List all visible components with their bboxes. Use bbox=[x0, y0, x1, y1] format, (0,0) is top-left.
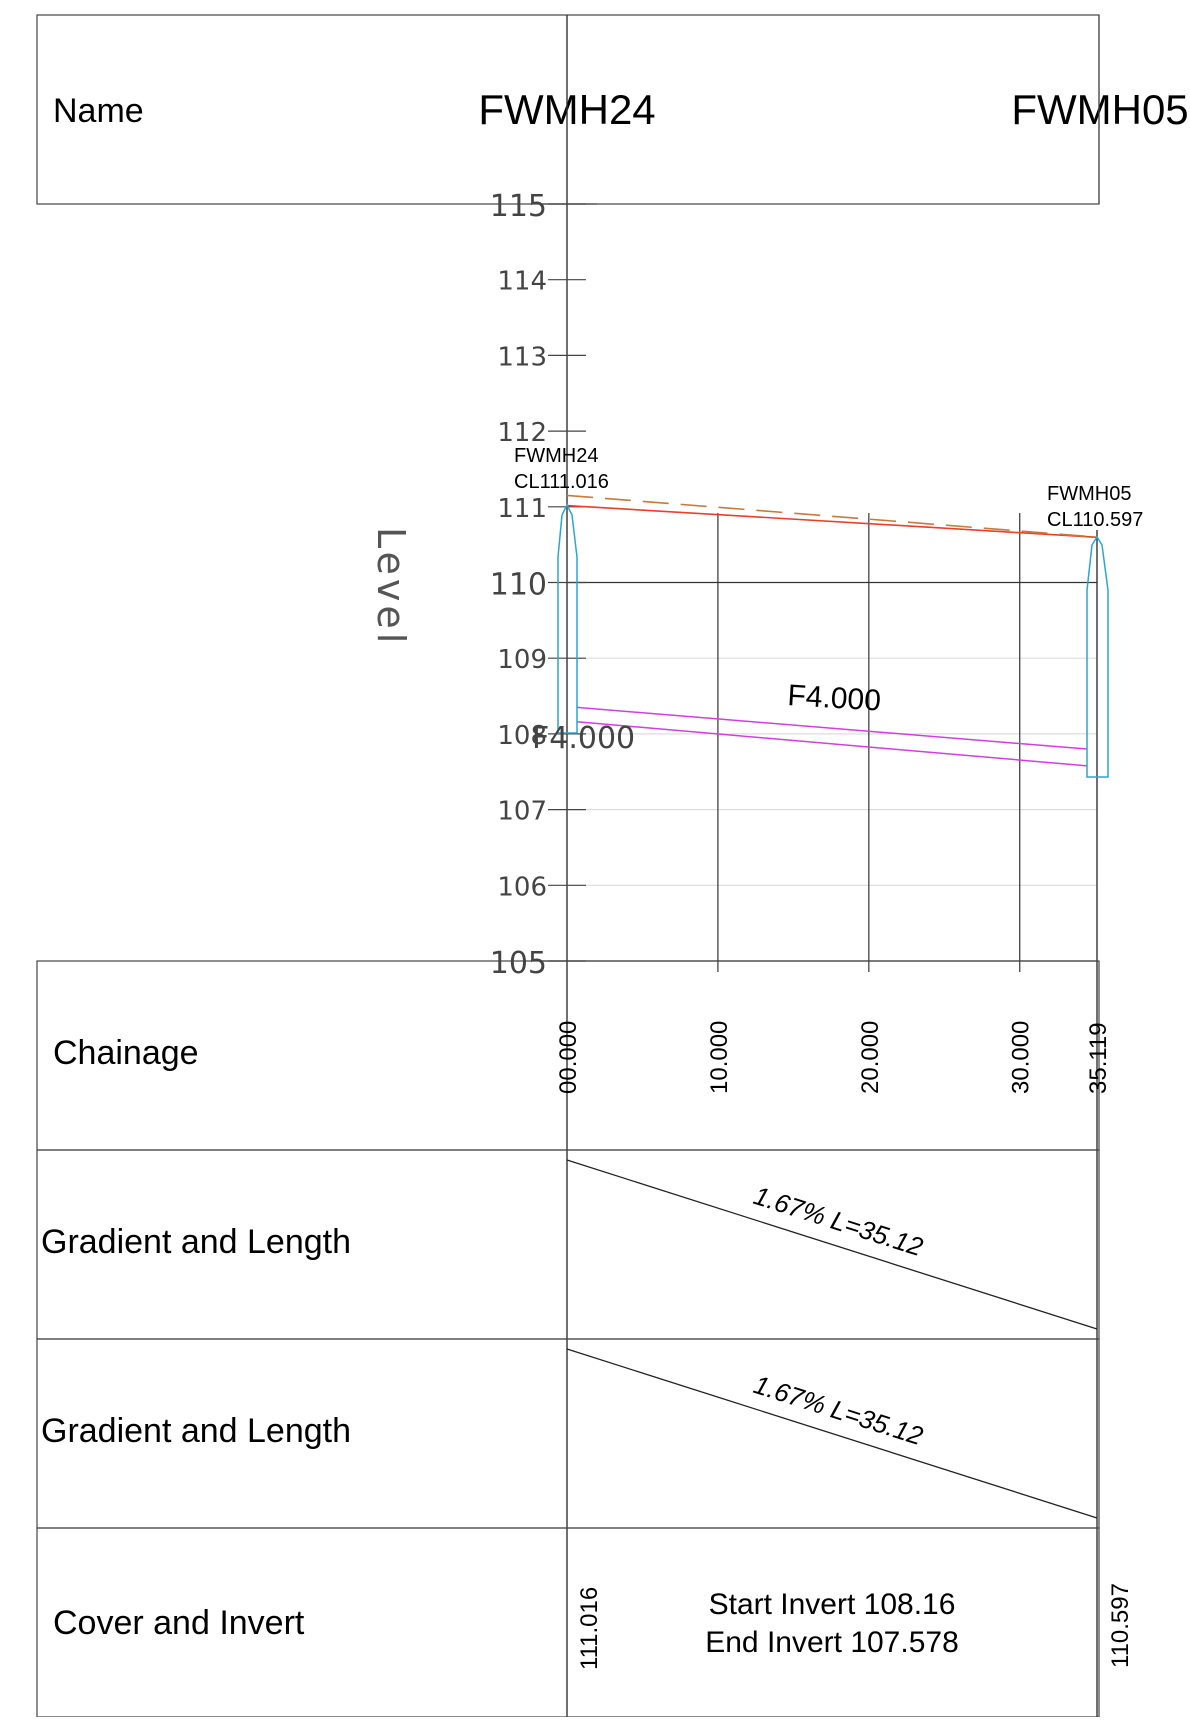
name-band: Name FWMH24 FWMH05 bbox=[37, 15, 1189, 204]
cover-invert-band: Cover and Invert 111.016 110.597 Start I… bbox=[37, 1528, 1134, 1717]
pipe-label-start: F4.000 bbox=[532, 721, 635, 756]
level-tick-label-114: 114 bbox=[497, 267, 547, 297]
ground-level-line bbox=[567, 506, 1097, 538]
level-tick-label-111: 111 bbox=[497, 494, 547, 524]
level-tick-label-115: 115 bbox=[490, 189, 547, 224]
cover-invert-band-label: Cover and Invert bbox=[53, 1604, 305, 1642]
name-band-label: Name bbox=[53, 92, 144, 130]
chainage-tick-label-20.000: 20.000 bbox=[857, 1021, 884, 1094]
manhole-end-name: FWMH05 bbox=[1047, 483, 1131, 505]
gradient-band-1-value: 1.67% L=35.12 bbox=[750, 1180, 927, 1262]
level-tick-label-110: 110 bbox=[490, 568, 547, 603]
gradient-band-2-slope bbox=[567, 1349, 1097, 1518]
gradient-band-1-slope bbox=[567, 1160, 1097, 1329]
gradient-band-2-value: 1.67% L=35.12 bbox=[750, 1369, 927, 1451]
level-tick-label-113: 113 bbox=[497, 342, 547, 372]
level-tick-label-109: 109 bbox=[497, 645, 547, 675]
gradient-band-1: Gradient and Length 1.67% L=35.12 bbox=[37, 1150, 1099, 1339]
manhole-end-cover-label: CL110.597 bbox=[1047, 509, 1143, 531]
profile-lines bbox=[567, 495, 1097, 765]
end-cover-value: 110.597 bbox=[1107, 1583, 1134, 1668]
end-invert-text: End Invert 107.578 bbox=[705, 1626, 959, 1659]
chainage-tick-label-00.000: 00.000 bbox=[555, 1021, 582, 1094]
chainage-tick-labels: 00.000 10.000 20.000 30.000 35.119 bbox=[555, 1021, 1112, 1094]
name-manhole-end: FWMH05 bbox=[1011, 86, 1188, 133]
start-cover-value: 111.016 bbox=[576, 1587, 603, 1670]
level-tick-label-106: 106 bbox=[497, 872, 547, 902]
gradient-band-1-label: Gradient and Length bbox=[41, 1223, 351, 1261]
level-tick-label-112: 112 bbox=[497, 418, 547, 448]
gradient-band-2-label: Gradient and Length bbox=[41, 1412, 351, 1450]
chainage-tick-label-35.119: 35.119 bbox=[1085, 1022, 1112, 1094]
manhole-end: FWMH05 CL110.597 bbox=[1047, 483, 1143, 777]
existing-level-dashed-line bbox=[567, 495, 1097, 537]
level-tick-label-107: 107 bbox=[497, 797, 547, 827]
chainage-band: Chainage 00.000 10.000 20.000 30.000 35.119 bbox=[37, 961, 1112, 1150]
gradient-band-2: Gradient and Length 1.67% L=35.12 bbox=[37, 1339, 1099, 1528]
manhole-start-cover-label: CL111.016 bbox=[514, 471, 609, 493]
level-axis-title: Level bbox=[369, 527, 413, 647]
chainage-tick-label-10.000: 10.000 bbox=[706, 1021, 733, 1094]
pipe-label-main: F4.000 bbox=[787, 679, 882, 718]
level-gridlines bbox=[540, 204, 1097, 961]
chainage-band-label: Chainage bbox=[53, 1034, 199, 1072]
start-invert-text: Start Invert 108.16 bbox=[709, 1588, 956, 1621]
manhole-start-name: FWMH24 bbox=[514, 445, 598, 467]
level-tick-label-105: 105 bbox=[490, 946, 547, 981]
chainage-tick-label-30.000: 30.000 bbox=[1008, 1021, 1035, 1094]
